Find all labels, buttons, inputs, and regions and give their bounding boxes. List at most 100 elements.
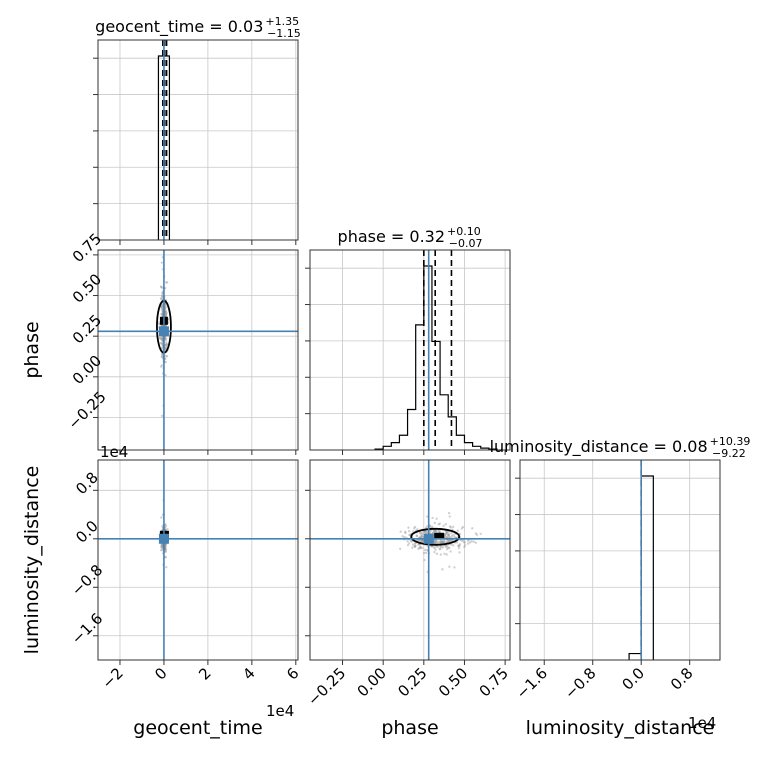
x-tick-label: −1.6	[513, 664, 551, 702]
sample-point	[446, 530, 449, 534]
sample-point	[413, 544, 417, 548]
sample-point	[447, 535, 451, 538]
sample-point	[160, 544, 163, 547]
sample-point	[421, 539, 425, 543]
y-axis-label-luminosity_distance: luminosity_distance	[21, 466, 43, 655]
sample-point	[415, 534, 418, 537]
panel-frame	[309, 459, 511, 661]
sample-point	[434, 530, 438, 534]
sample-point	[423, 530, 426, 533]
sample-point	[419, 545, 422, 548]
sample-point	[419, 546, 422, 550]
sample-point	[161, 547, 164, 550]
sample-point	[164, 324, 167, 327]
panel-geocent_time-geocent_time	[93, 39, 299, 245]
sample-point	[439, 545, 443, 549]
sample-point	[411, 543, 415, 546]
x-axis-label-geocent_time: geocent_time	[133, 717, 262, 739]
sample-point	[452, 544, 455, 547]
sample-point	[413, 542, 417, 545]
sample-point	[420, 533, 424, 536]
sample-point	[479, 532, 482, 536]
sample-point	[455, 541, 459, 544]
sample-point	[463, 544, 467, 547]
sample-point	[161, 546, 164, 549]
sample-point	[435, 517, 438, 520]
sample-point	[398, 547, 402, 551]
sample-point	[164, 313, 167, 316]
sample-point	[461, 525, 465, 529]
sample-point	[441, 540, 444, 544]
sample-point	[160, 312, 164, 315]
x-tick-label: 0.25	[394, 664, 430, 700]
sample-point	[416, 539, 420, 542]
sample-point	[160, 545, 163, 549]
sample-point	[445, 540, 448, 544]
sample-point	[161, 525, 164, 528]
density-core	[434, 532, 445, 539]
sample-point	[437, 523, 440, 526]
sample-point	[404, 531, 407, 535]
sample-point	[461, 539, 464, 543]
sample-point	[447, 511, 451, 515]
sample-point	[164, 523, 167, 526]
sample-point	[457, 544, 460, 548]
sample-point	[436, 529, 440, 533]
truth-marker	[423, 533, 434, 544]
panel-geocent_time-phase: −0.250.00 0.25 0.50 0.75	[64, 230, 299, 455]
sample-point	[445, 532, 448, 535]
sample-point	[449, 550, 452, 553]
sample-point	[160, 516, 163, 519]
sample-point	[448, 565, 451, 568]
sample-point	[444, 523, 448, 526]
title-minus: −0.07	[449, 237, 483, 250]
sample-point	[434, 540, 437, 543]
sample-point	[409, 539, 413, 543]
sample-point	[420, 535, 423, 538]
sample-point	[161, 294, 164, 297]
x-tick-label: 0	[151, 664, 170, 683]
sample-point	[475, 533, 479, 536]
sample-point	[417, 547, 420, 551]
sample-point	[433, 541, 436, 545]
sample-point	[165, 342, 168, 346]
sample-point	[160, 543, 163, 547]
sample-point	[164, 528, 167, 532]
sample-point	[159, 342, 163, 345]
sample-point	[430, 525, 434, 529]
sample-point	[466, 539, 470, 542]
sample-point	[164, 556, 167, 559]
sample-point	[164, 338, 168, 342]
sample-point	[164, 324, 167, 327]
sample-point	[161, 313, 164, 317]
panel-phase-luminosity_distance: −0.25 0.00 0.25 0.50 0.75	[304, 459, 512, 709]
sample-point	[458, 551, 461, 554]
sample-point	[413, 525, 417, 529]
sample-point	[423, 530, 427, 533]
truth-marker	[158, 326, 169, 337]
sample-point	[160, 364, 164, 367]
sample-point	[406, 540, 409, 543]
sample-point	[413, 545, 417, 549]
sample-point	[160, 414, 164, 418]
sample-point	[161, 543, 164, 546]
title-plus: +1.35	[265, 15, 299, 28]
sample-point	[406, 543, 410, 547]
title-plus: +10.39	[710, 435, 751, 448]
offset-label-geocent-time: 1e4	[266, 702, 294, 720]
y-tick-label: 0.8	[72, 468, 102, 498]
sample-point	[401, 535, 404, 538]
sample-point	[419, 539, 423, 543]
sample-point	[407, 526, 410, 529]
sample-point	[435, 552, 439, 556]
sample-point	[164, 309, 167, 312]
sample-point	[164, 545, 167, 549]
title-plus: +0.10	[447, 225, 481, 238]
panel-content	[374, 250, 498, 450]
sample-point	[164, 343, 167, 347]
sample-point	[447, 533, 451, 536]
sample-point	[419, 546, 422, 549]
title-minus: −9.22	[712, 447, 746, 460]
sample-point	[417, 539, 421, 542]
sample-point	[159, 336, 162, 340]
